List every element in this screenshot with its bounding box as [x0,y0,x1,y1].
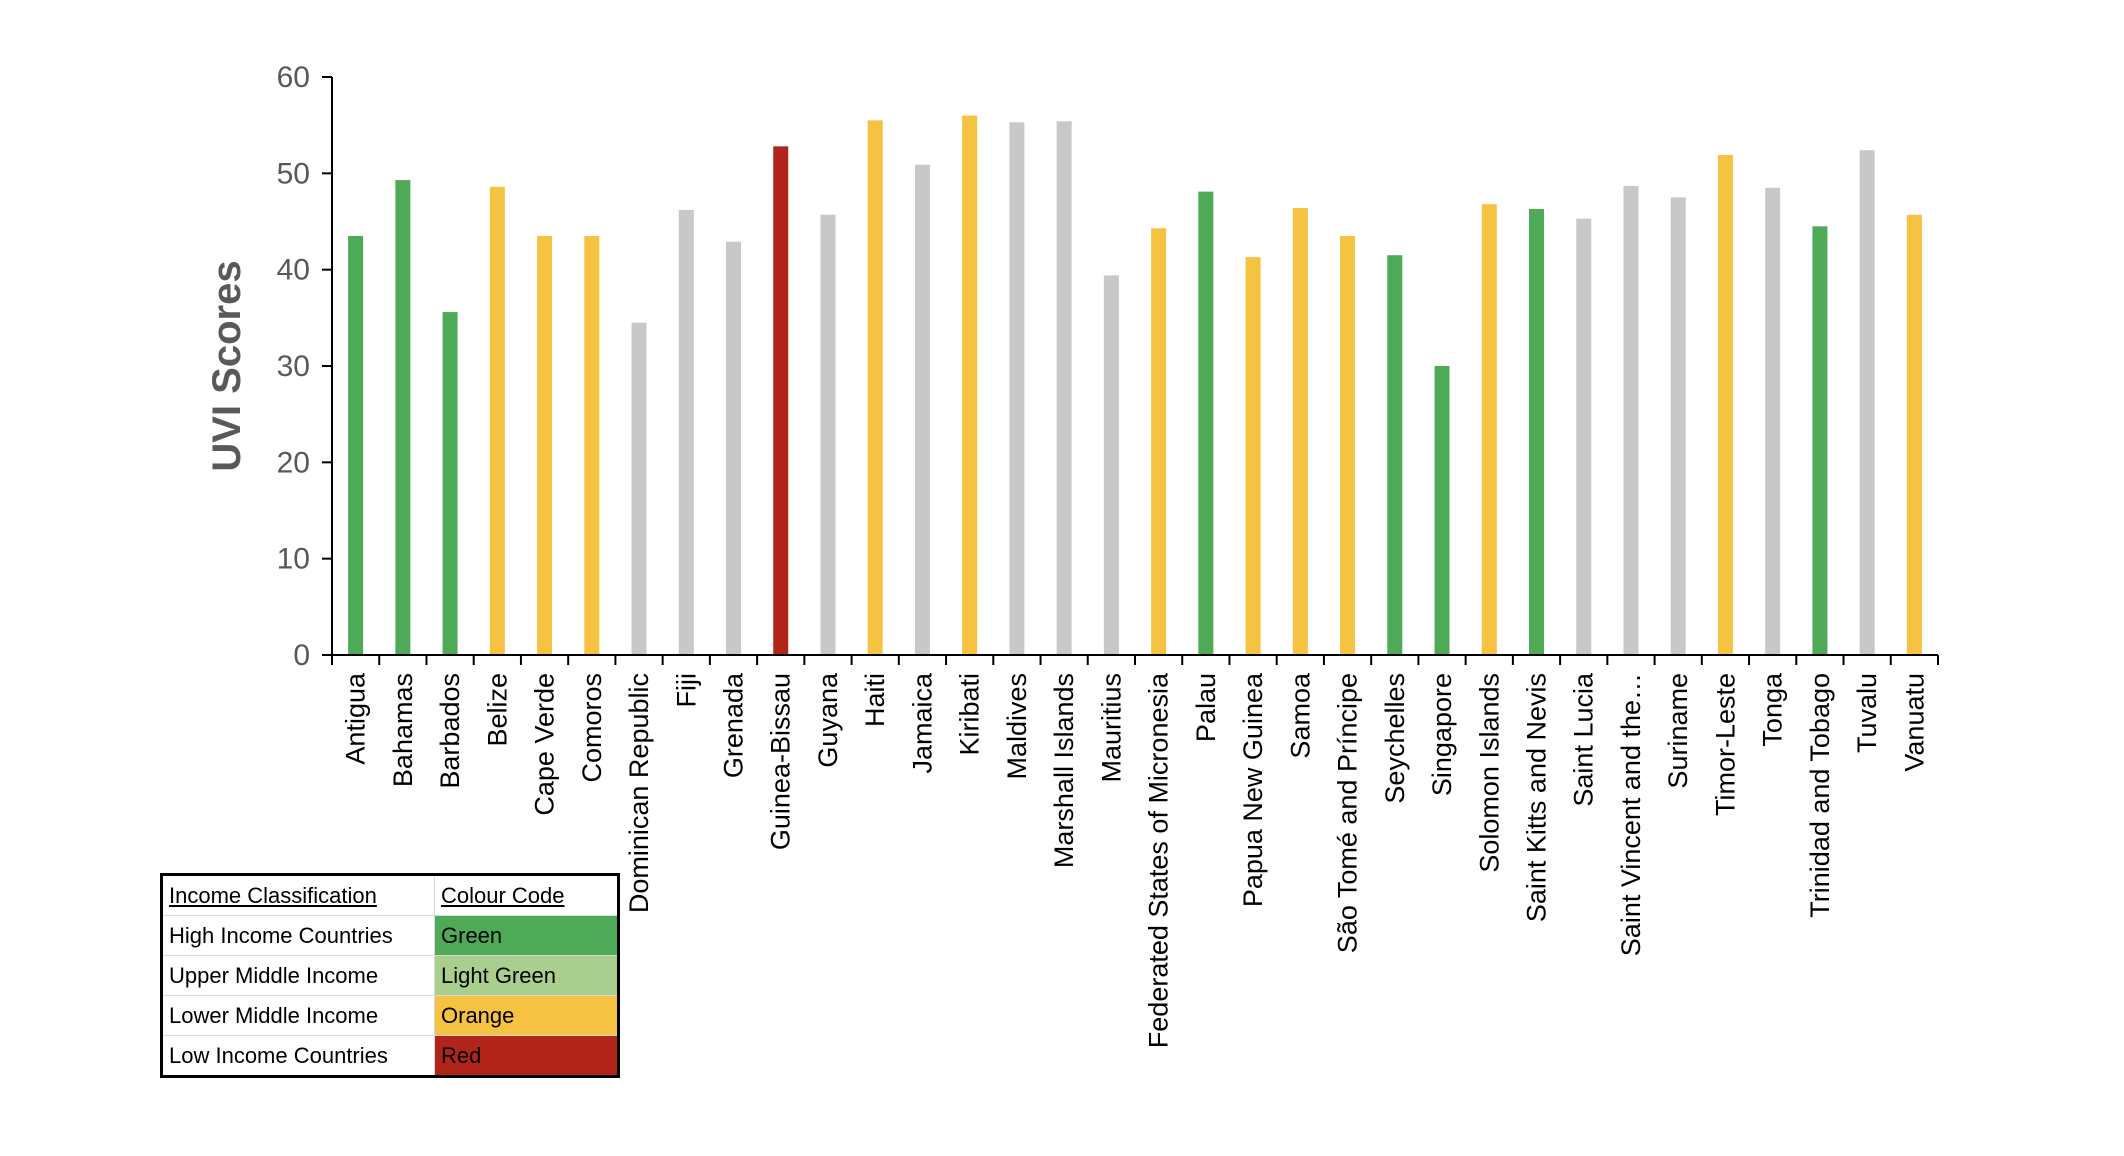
bar [1245,257,1261,655]
legend-classification: Lower Middle Income [161,995,435,1036]
legend-colour-swatch: Green [434,915,619,956]
bar [1576,218,1592,656]
bar [1906,214,1922,656]
x-category-label: Fiji [671,673,701,708]
legend-row: Low Income Countries Red [161,1035,619,1077]
legend-row: Lower Middle Income Orange [161,995,619,1036]
bar [1103,275,1119,655]
bar [1387,255,1403,655]
bar [1623,185,1639,655]
x-category-label: Mauritius [1096,673,1126,783]
x-category-label: Timor-Leste [1710,673,1740,816]
legend-header-colour-code: Colour Code [434,874,619,916]
x-category-label: Haiti [860,673,890,727]
x-axis: Antigua Bahamas Barbados Belize Cape Verde Co… [331,654,1939,1048]
x-category-label: Suriname [1663,673,1693,789]
x-category-label: Papua New Guinea [1238,672,1268,907]
bar [1340,235,1356,655]
bar [678,209,694,655]
bar [631,322,647,655]
x-category-label: Dominican Republic [624,673,654,913]
bar [914,164,930,655]
bar [442,312,458,655]
bar [1717,155,1733,655]
bar [1056,121,1072,655]
y-tick-label: 30 [277,350,310,383]
bar [1812,226,1828,656]
legend-colour-swatch: Red [434,1035,619,1077]
x-category-label: Federated States of Micronesia [1144,672,1174,1048]
x-category-label: Belize [482,673,512,747]
legend-classification: Low Income Countries [161,1035,435,1077]
x-category-label: Comoros [577,673,607,783]
legend-row: Upper Middle Income Light Green [161,955,619,996]
y-tick-label: 10 [277,543,310,576]
legend-colour-swatch: Light Green [434,955,619,996]
x-category-label: Barbados [435,673,465,789]
bar [867,120,883,656]
x-category-label: Solomon Islands [1474,673,1504,873]
y-tick-label: 40 [277,254,310,287]
x-category-label: Samoa [1285,672,1315,759]
bar [584,235,600,655]
x-category-label: Palau [1191,673,1221,742]
x-category-label: Jamaica [907,672,937,774]
bar [1765,187,1781,656]
x-category-label: Trinidad and Tobago [1805,673,1835,918]
x-category-label: Bahamas [388,673,418,787]
y-axis-title: UVI Scores [205,260,249,471]
x-category-label: Saint Lucia [1569,672,1599,807]
bar [962,115,978,656]
bar [1670,197,1686,655]
bar [348,235,364,655]
x-category-label: Singapore [1427,673,1457,796]
x-category-label: Antigua [341,672,371,765]
bar [1859,150,1875,656]
legend-classification: High Income Countries [161,915,435,956]
x-category-label: Tonga [1758,672,1788,747]
x-category-label: Kiribati [955,673,985,756]
bar [395,180,411,655]
bar [726,241,741,656]
bar [1481,204,1497,655]
bar [1198,191,1214,656]
bar [1009,122,1025,655]
x-category-label: Tuvalu [1852,673,1882,753]
x-category-label: Guyana [813,672,843,768]
income-legend-table: Income Classification Colour Code High I… [160,873,620,1078]
legend-row: High Income Countries Green [161,915,619,956]
x-category-label: São Tomé and Príncipe [1333,673,1363,953]
legend-classification: Upper Middle Income [161,955,435,996]
y-tick-label: 50 [277,157,310,190]
bar [489,186,505,655]
bar [1529,208,1544,655]
bar [537,235,553,655]
x-category-label: Maldives [1002,673,1032,780]
bar [773,146,789,656]
bar [1434,366,1450,655]
x-category-label: Saint Vincent and the… [1616,673,1646,956]
x-category-label: Grenada [719,672,749,778]
y-tick-label: 20 [277,446,310,479]
bar [1292,208,1308,655]
x-category-label: Cape Verde [530,673,560,816]
legend-colour-swatch: Orange [434,995,619,1036]
x-category-label: Saint Kitts and Nevis [1522,673,1552,922]
x-category-label: Vanuatu [1899,673,1929,772]
legend-header-row: Income Classification Colour Code [161,874,619,916]
y-axis: 0 10 20 30 40 50 60 [277,61,333,672]
y-tick-label: 0 [293,639,310,672]
x-category-label: Guinea-Bissau [766,673,796,850]
x-category-label: Marshall Islands [1049,673,1079,868]
y-tick-label: 60 [277,61,310,94]
bars [348,115,1922,656]
legend-header-classification: Income Classification [161,874,435,916]
bar [1151,228,1167,655]
x-category-label: Seychelles [1380,673,1410,804]
bar [820,214,836,656]
